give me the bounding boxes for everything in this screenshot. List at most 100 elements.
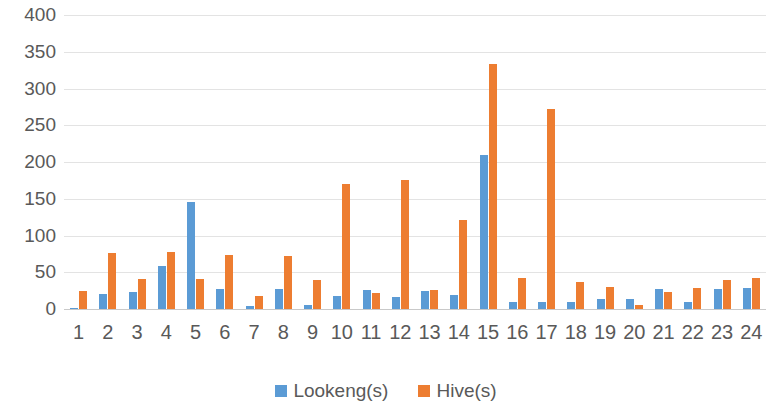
bar-lookengs-4 <box>158 266 166 309</box>
legend-item-lookengs: Lookeng(s) <box>275 380 388 402</box>
bar-group-16 <box>503 15 532 309</box>
bar-lookengs-22 <box>684 302 692 309</box>
bar-hives-2 <box>108 253 116 309</box>
bar-lookengs-17 <box>538 302 546 309</box>
bar-lookengs-11 <box>363 290 371 309</box>
bar-hives-7 <box>255 296 263 309</box>
x-tick-label: 23 <box>708 320 737 344</box>
bar-lookengs-24 <box>743 288 751 309</box>
bar-lookengs-12 <box>392 297 400 309</box>
bar-hives-13 <box>430 290 438 309</box>
x-tick-label: 21 <box>649 320 678 344</box>
x-tick-label: 24 <box>737 320 766 344</box>
x-tick-label: 10 <box>327 320 356 344</box>
bar-hives-20 <box>635 305 643 309</box>
bar-hives-18 <box>576 282 584 309</box>
y-tick-label: 350 <box>0 41 56 63</box>
bar-group-15 <box>474 15 503 309</box>
bar-hives-8 <box>284 256 292 309</box>
x-tick-label: 7 <box>240 320 269 344</box>
bar-hives-3 <box>138 279 146 309</box>
x-tick-label: 12 <box>386 320 415 344</box>
bar-group-9 <box>298 15 327 309</box>
bar-hives-14 <box>459 220 467 309</box>
x-tick-label: 14 <box>444 320 473 344</box>
bar-hives-10 <box>342 184 350 309</box>
bar-lookengs-7 <box>246 306 254 309</box>
x-tick-label: 5 <box>181 320 210 344</box>
bar-lookengs-6 <box>216 289 224 309</box>
bar-hives-1 <box>79 291 87 309</box>
bar-group-2 <box>93 15 122 309</box>
x-tick-label: 20 <box>620 320 649 344</box>
y-tick-label: 0 <box>0 298 56 320</box>
bar-hives-23 <box>723 280 731 309</box>
bar-hives-17 <box>547 109 555 309</box>
bar-hives-9 <box>313 280 321 309</box>
bar-hives-24 <box>752 278 760 309</box>
bar-group-5 <box>181 15 210 309</box>
bar-lookengs-9 <box>304 305 312 309</box>
bar-group-1 <box>64 15 93 309</box>
bar-group-24 <box>737 15 766 309</box>
bar-lookengs-13 <box>421 291 429 309</box>
bar-lookengs-14 <box>450 295 458 309</box>
bar-group-3 <box>123 15 152 309</box>
bar-hives-19 <box>606 287 614 309</box>
bar-hives-6 <box>225 255 233 309</box>
bar-chart: 050100150200250300350400 123456789101112… <box>0 0 772 415</box>
x-tick-label: 16 <box>503 320 532 344</box>
legend: Lookeng(s) Hive(s) <box>0 380 772 402</box>
bar-group-23 <box>708 15 737 309</box>
bar-group-10 <box>327 15 356 309</box>
legend-swatch-icon <box>275 385 287 397</box>
x-tick-label: 18 <box>561 320 590 344</box>
bar-group-7 <box>240 15 269 309</box>
y-tick-label: 300 <box>0 78 56 100</box>
x-tick-label: 4 <box>152 320 181 344</box>
y-tick-label: 100 <box>0 225 56 247</box>
bar-lookengs-19 <box>597 299 605 309</box>
x-tick-label: 11 <box>357 320 386 344</box>
x-tick-label: 9 <box>298 320 327 344</box>
y-tick-label: 50 <box>0 261 56 283</box>
bar-lookengs-20 <box>626 299 634 309</box>
bar-group-6 <box>210 15 239 309</box>
legend-label: Lookeng(s) <box>293 380 388 402</box>
bar-lookengs-8 <box>275 289 283 309</box>
x-axis-line <box>64 309 766 310</box>
legend-swatch-icon <box>418 385 430 397</box>
bar-lookengs-5 <box>187 202 195 309</box>
bar-hives-12 <box>401 180 409 309</box>
y-tick-label: 200 <box>0 151 56 173</box>
bar-group-13 <box>415 15 444 309</box>
bar-group-12 <box>386 15 415 309</box>
legend-label: Hive(s) <box>436 380 496 402</box>
bar-lookengs-16 <box>509 302 517 309</box>
bar-lookengs-1 <box>70 308 78 309</box>
bar-hives-11 <box>372 293 380 309</box>
bar-group-22 <box>678 15 707 309</box>
x-tick-label: 15 <box>474 320 503 344</box>
x-tick-label: 6 <box>210 320 239 344</box>
y-tick-label: 250 <box>0 114 56 136</box>
bar-hives-5 <box>196 279 204 309</box>
bar-hives-21 <box>664 292 672 309</box>
bar-group-21 <box>649 15 678 309</box>
x-tick-label: 13 <box>415 320 444 344</box>
legend-item-hives: Hive(s) <box>418 380 496 402</box>
bar-lookengs-15 <box>480 155 488 309</box>
bar-hives-15 <box>489 64 497 309</box>
bar-group-20 <box>620 15 649 309</box>
bar-group-18 <box>561 15 590 309</box>
bar-lookengs-18 <box>567 302 575 309</box>
bar-group-4 <box>152 15 181 309</box>
plot-area <box>64 15 766 309</box>
bar-group-17 <box>532 15 561 309</box>
x-tick-label: 19 <box>591 320 620 344</box>
bar-hives-4 <box>167 252 175 309</box>
x-tick-label: 2 <box>93 320 122 344</box>
bar-group-8 <box>269 15 298 309</box>
bar-group-14 <box>444 15 473 309</box>
bar-lookengs-3 <box>129 292 137 309</box>
